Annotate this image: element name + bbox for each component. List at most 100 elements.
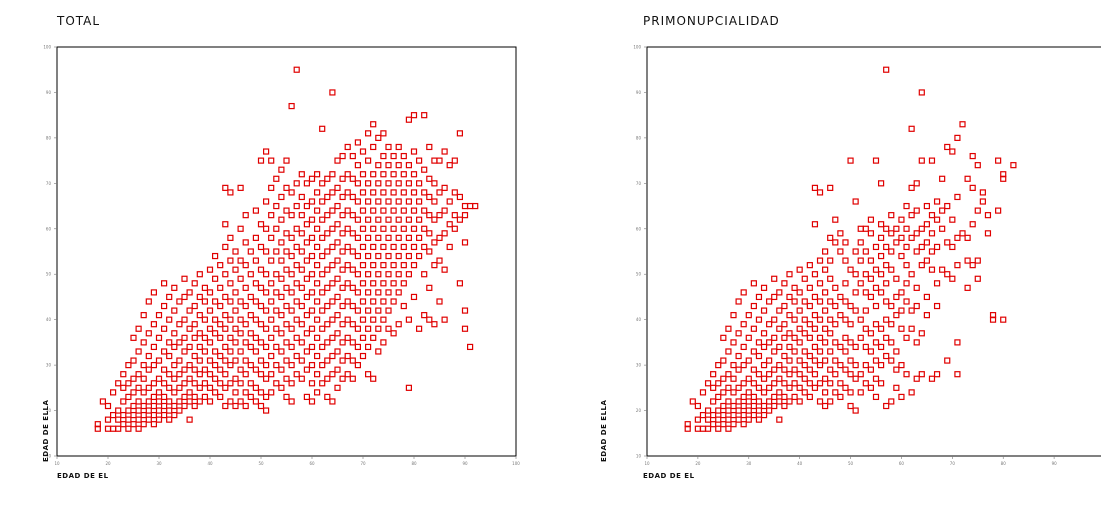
data-point [725, 416, 732, 423]
data-point [354, 198, 361, 205]
data-point [390, 298, 397, 305]
data-point [329, 243, 336, 251]
data-point [832, 216, 839, 223]
data-point [750, 412, 757, 419]
data-point [257, 371, 265, 378]
data-point [786, 293, 793, 301]
data-point [954, 134, 961, 141]
data-point [308, 198, 316, 205]
data-point [862, 343, 869, 351]
data-point [801, 348, 808, 355]
data-point [888, 266, 895, 273]
data-point [939, 225, 946, 232]
data-point [405, 116, 412, 123]
data-point [283, 321, 290, 328]
data-point [385, 143, 392, 151]
data-point [847, 339, 854, 346]
data-point [283, 266, 290, 273]
data-point [771, 316, 778, 323]
data-point [365, 343, 372, 351]
data-point [278, 384, 285, 391]
data-point [923, 239, 930, 246]
data-point [161, 302, 168, 310]
data-point [730, 362, 737, 369]
data-point [720, 389, 727, 396]
data-point [252, 398, 259, 405]
data-point [750, 348, 757, 355]
data-point [99, 398, 107, 405]
data-point [827, 257, 834, 264]
data-point [390, 330, 397, 337]
data-point [354, 139, 361, 146]
data-point [155, 416, 163, 423]
data-point [135, 416, 142, 423]
data-point [329, 207, 336, 214]
data-point [725, 325, 732, 332]
data-point [1000, 316, 1007, 323]
data-point [242, 321, 249, 328]
data-point [431, 157, 438, 164]
data-point [150, 393, 157, 401]
data-point [268, 280, 275, 287]
data-point [293, 202, 300, 210]
data-point [176, 398, 183, 405]
data-point [781, 393, 788, 401]
data-point [822, 389, 829, 396]
data-point [837, 362, 844, 369]
data-point [339, 375, 346, 382]
data-point [140, 402, 147, 410]
data-point [867, 257, 875, 264]
data-point [847, 157, 854, 164]
data-point [740, 412, 747, 419]
data-point [370, 280, 377, 287]
data-point [766, 298, 773, 305]
data-point [329, 398, 336, 405]
data-point [217, 366, 224, 373]
data-point [324, 193, 331, 201]
data-point [786, 357, 793, 364]
data-point [431, 262, 438, 269]
data-point [181, 316, 188, 323]
x-tick-label: 50 [848, 461, 854, 466]
data-point [370, 171, 377, 178]
data-point [314, 352, 321, 360]
data-point [130, 402, 137, 410]
data-point [385, 325, 392, 332]
data-point [954, 339, 961, 346]
data-point [298, 230, 305, 237]
data-point [781, 402, 788, 410]
data-point [456, 193, 463, 201]
data-point [750, 280, 757, 287]
data-point [283, 207, 290, 214]
y-axis-label-total: EDAD DE ELLA [42, 399, 50, 462]
data-point [923, 312, 930, 319]
data-point [771, 348, 778, 355]
data-point [186, 289, 193, 296]
data-point [293, 298, 300, 305]
data-point [766, 357, 773, 364]
data-point [278, 275, 285, 282]
data-point [334, 384, 341, 391]
data-point [903, 202, 910, 210]
data-point [704, 425, 712, 432]
data-point [344, 207, 351, 214]
data-point [314, 334, 321, 341]
data-point [298, 302, 305, 310]
data-point [334, 312, 341, 319]
data-point [370, 207, 377, 214]
data-point [268, 157, 275, 164]
data-point [375, 180, 382, 187]
data-point [252, 207, 259, 214]
data-point [852, 289, 859, 296]
data-point [725, 425, 732, 432]
data-point [298, 266, 305, 273]
data-point [308, 307, 316, 314]
data-point [385, 307, 392, 314]
data-point [842, 257, 849, 264]
data-point [811, 384, 819, 391]
data-point [776, 289, 783, 296]
data-point [969, 184, 976, 191]
data-point [130, 334, 137, 341]
data-point [329, 316, 336, 323]
